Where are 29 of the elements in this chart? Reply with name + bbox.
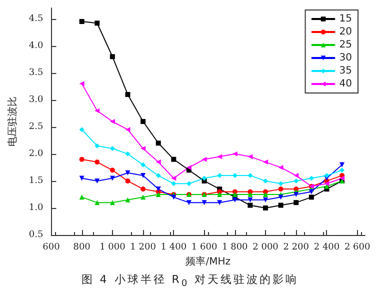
y-tick-label: 4.0 (28, 40, 44, 51)
y-tick-label: 3.0 (28, 94, 44, 105)
y-tick-label: 3.5 (28, 68, 44, 78)
legend-label: 25 (339, 40, 352, 50)
x-axis-title: 频率/MHz (186, 256, 230, 268)
x-tick-label: 1 400 (160, 242, 187, 252)
x-tick-label: 1 000 (100, 242, 126, 252)
x-tick-label: 1 200 (130, 242, 156, 252)
y-tick-label: 4.5 (28, 14, 44, 24)
x-tick-label: 2 200 (283, 242, 310, 252)
x-tick-label: 1 600 (191, 242, 218, 252)
caption: 图 4 小球半径 R$_{0}$ 对天线驻波的影响 (80, 272, 300, 290)
y-tick-label: 2.0 (28, 148, 44, 159)
legend-label: 15 (339, 14, 352, 24)
y-tick-label: 0.5 (28, 230, 44, 240)
x-tick-label: 2 000 (252, 242, 279, 252)
x-tick-label: 2 600 (344, 242, 371, 252)
legend-label: 35 (339, 66, 352, 76)
y-tick-label: 1.5 (28, 176, 44, 186)
x-tick-label: 2 400 (314, 242, 340, 252)
y-tick-label: 1.0 (28, 202, 44, 213)
x-tick-label: 600 (42, 242, 60, 252)
x-tick-label: 1 800 (222, 242, 248, 252)
legend-label: 40 (339, 78, 352, 90)
x-tick-label: 800 (73, 242, 91, 252)
y-axis-title: 电压驻波比 (6, 96, 18, 146)
legend-label: 30 (339, 52, 352, 64)
legend-label: 20 (339, 26, 352, 38)
y-tick-label: 2.5 (28, 122, 44, 132)
